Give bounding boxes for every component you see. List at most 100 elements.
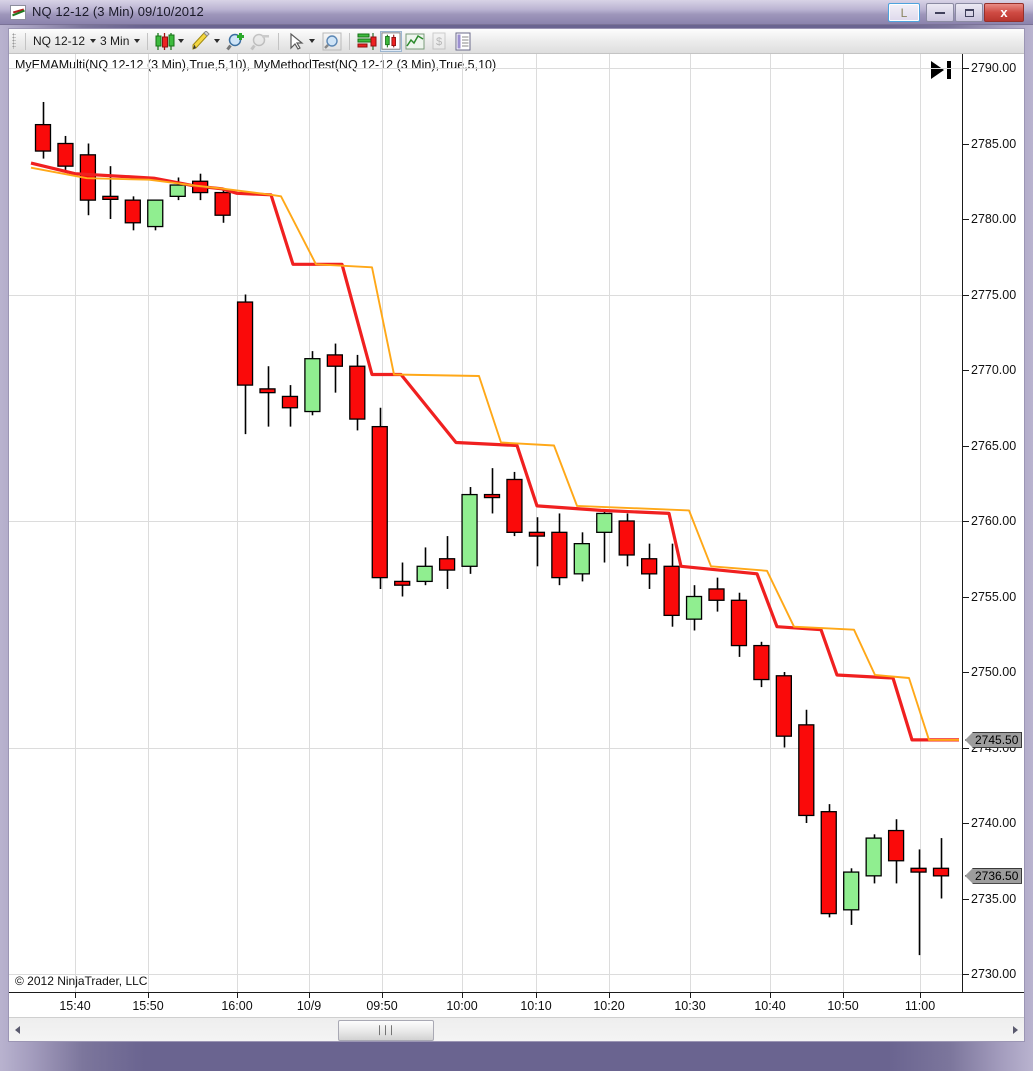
time-axis[interactable]: © 2012 NinjaTrader, LLC 15:40 15:50 16:00 1… [9,974,1024,1017]
price-tick-label: 2750.00 [971,665,1017,679]
scroll-track[interactable]: ∣∣∣ [26,1019,1007,1041]
price-tick-label: 2765.00 [971,438,1017,453]
order-entry-icon[interactable]: $ [428,31,450,52]
candle [663,543,680,627]
indicator-line [30,166,959,741]
plot-area[interactable] [9,54,962,992]
time-tick [843,993,844,998]
candle [932,838,950,899]
time-tick-label: 10:20 [593,999,625,1013]
data-series-icon[interactable] [356,31,378,52]
time-tick-label: 09:50 [366,999,398,1013]
price-axis[interactable]: 2790.00 2785.00 2780.00 2775.00 2770.00 2765.… [962,54,1024,992]
toolbar-divider [147,32,149,50]
scroll-thumb-grip: ∣∣∣ [377,1025,395,1036]
candle [820,804,837,918]
data-box-icon[interactable] [452,31,474,52]
candle [416,547,433,586]
cursor-select-icon[interactable] [285,31,307,52]
toolbar-grip[interactable] [12,33,16,49]
zoom-out-icon[interactable] [250,31,272,52]
price-tick-label: 2780.00 [971,212,1017,226]
maximize-button[interactable] [955,3,983,22]
drawing-pencil-icon[interactable] [190,29,212,52]
price-tick [963,899,969,900]
indicator-line [30,161,959,742]
maximize-icon [964,8,974,17]
time-tick [382,993,383,998]
candle [596,509,613,563]
candlestick-svg [9,54,962,992]
chart-icon [10,5,26,20]
chart-panel[interactable]: MyEMAMulti(NQ 12-12 (3 Min),True,5,10), … [9,54,1024,1017]
time-tick [770,993,771,998]
candle [730,592,748,657]
price-tick-label: 2790.00 [971,61,1017,75]
price-tick [963,219,969,220]
time-tick-label: 10:40 [754,999,786,1013]
candle [506,471,523,537]
play-to-end-icon[interactable] [931,60,957,80]
price-tick [963,974,969,975]
candle [57,135,74,170]
interval-selector[interactable]: 3 Min [98,31,142,51]
candle [34,101,52,159]
price-tick [963,68,969,69]
price-tick [963,370,969,371]
candle [798,709,815,823]
svg-text:$: $ [436,36,442,48]
candle [573,532,590,582]
chevron-down-icon[interactable] [214,39,221,43]
price-tick-label: 2785.00 [971,136,1017,151]
scroll-thumb[interactable]: ∣∣∣ [338,1020,434,1041]
candlestick-style-icon[interactable] [154,31,176,52]
price-tick-label: 2760.00 [971,514,1017,528]
chart-client-area: NQ 12-12 3 Min [8,28,1025,1042]
scroll-left-icon[interactable] [9,1019,25,1041]
chevron-down-icon [134,39,141,43]
candle [641,543,658,589]
candle [618,513,635,567]
price-tick [963,521,969,522]
price-tick-label: 2775.00 [971,287,1017,302]
time-tick-label: 11:00 [904,999,936,1013]
time-tick-label: 10:50 [827,999,859,1013]
minimize-button[interactable] [926,3,954,22]
time-tick [536,993,537,998]
candle [483,468,501,514]
candle [775,672,792,748]
chart-toolbar: NQ 12-12 3 Min [9,29,1024,54]
link-button[interactable]: L [888,3,920,22]
price-tick-label: 2740.00 [971,816,1017,830]
candle [551,513,568,586]
zoom-in-icon[interactable] [226,31,248,52]
time-tick [237,993,238,998]
candle [147,199,164,231]
candle [281,385,299,427]
price-tick [963,672,969,673]
price-tick-label: 2730.00 [971,967,1017,981]
instrument-label: NQ 12-12 [33,34,86,48]
candle [865,834,882,884]
candle [461,487,478,574]
time-tick-label: 15:40 [59,999,91,1013]
candle [438,536,456,589]
time-tick [148,993,149,998]
chart-overlay-icon[interactable] [404,31,426,52]
instrument-selector[interactable]: NQ 12-12 [31,31,98,51]
candle [236,294,254,435]
price-tick [963,748,969,749]
scroll-right-icon[interactable] [1007,1019,1023,1041]
indicators-icon[interactable] [380,30,403,52]
magnifier-region-icon[interactable] [321,31,343,52]
chevron-down-icon[interactable] [309,39,316,43]
candle [708,577,725,612]
interval-label: 3 Min [100,34,130,48]
chevron-down-icon[interactable] [178,39,185,43]
toolbar-divider [278,32,280,50]
time-tick [920,993,921,998]
link-button-label: L [900,5,908,20]
horizontal-scrollbar[interactable]: ∣∣∣ [9,1017,1024,1041]
close-button[interactable]: x [984,3,1024,22]
price-tick-label: 2755.00 [971,589,1017,604]
